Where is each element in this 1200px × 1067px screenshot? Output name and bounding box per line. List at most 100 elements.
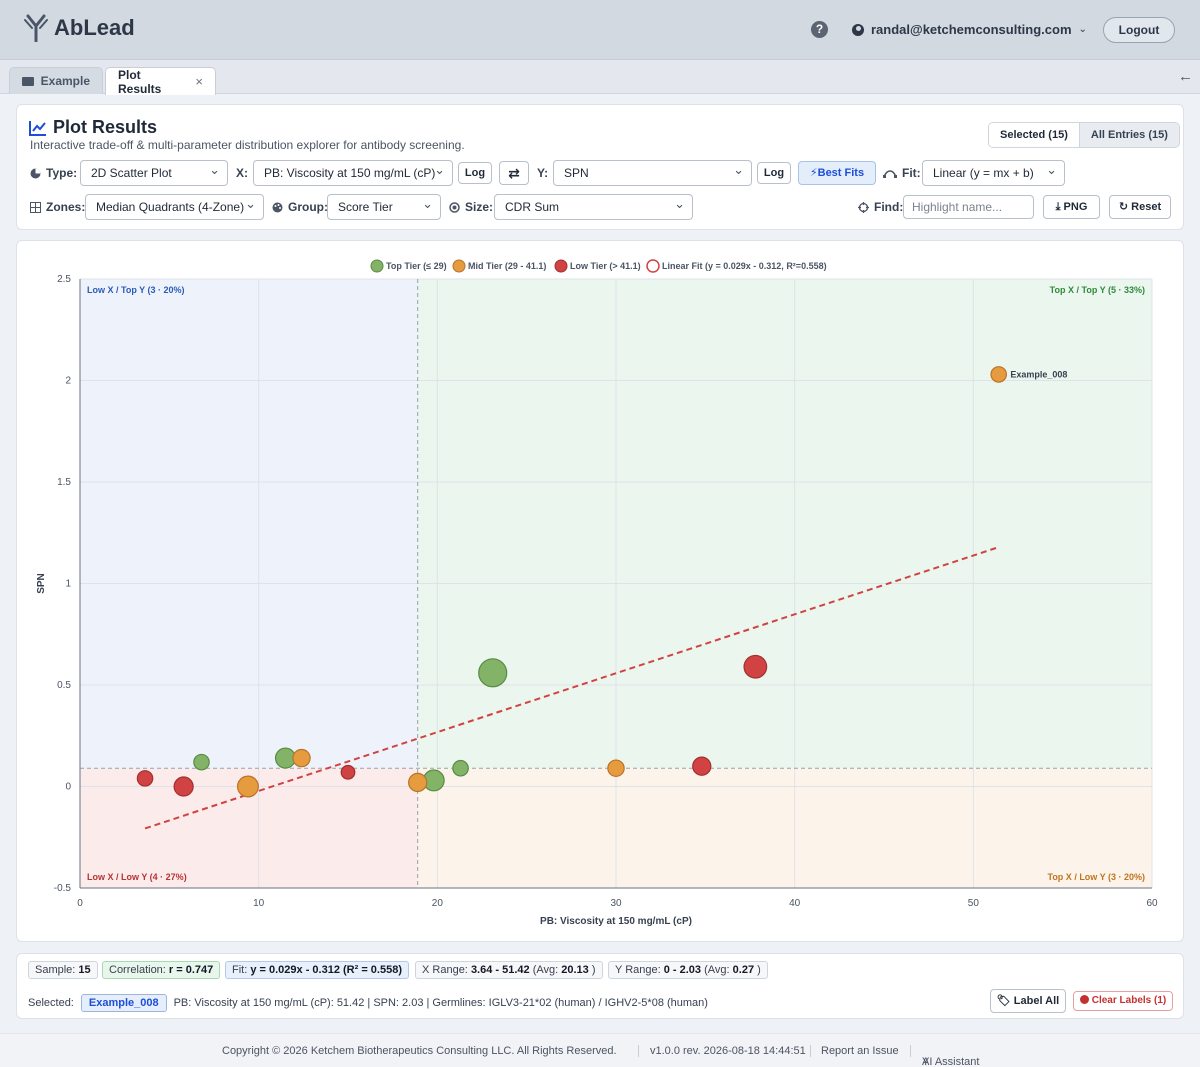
page-subtitle: Interactive trade-off & multi-parameter …: [30, 138, 465, 152]
data-point[interactable]: [692, 756, 712, 776]
tab-plot-results[interactable]: Plot Results ×: [105, 67, 216, 96]
label-all-button[interactable]: 🏷 Label All: [990, 989, 1066, 1013]
legend-swatch-low-tier: [554, 259, 568, 273]
x-tick-label: 20: [432, 898, 444, 909]
group-label: Group:: [272, 200, 328, 214]
data-point[interactable]: [408, 772, 428, 793]
y-axis-title: SPN: [36, 573, 47, 594]
download-icon: ⤓: [1055, 201, 1061, 213]
crosshair-icon: [858, 201, 869, 213]
user-menu[interactable]: randal@ketchemconsulting.com ⌄: [852, 22, 1087, 37]
user-email: randal@ketchemconsulting.com: [871, 22, 1072, 37]
plot-controls-panel: Plot Results Interactive trade-off & mul…: [16, 104, 1184, 230]
user-icon: [852, 23, 864, 36]
legend-top-tier[interactable]: Top Tier (≤ 29): [386, 261, 447, 271]
data-point[interactable]: [990, 366, 1008, 383]
x-log-button[interactable]: Log: [458, 162, 492, 184]
grid-icon: [30, 201, 41, 213]
size-label: Size:: [449, 200, 493, 214]
folder-open-icon: [22, 76, 34, 86]
data-point[interactable]: [136, 770, 154, 787]
selected-label: Selected:: [28, 997, 74, 1009]
all-entries-toggle-button[interactable]: All Entries (15): [1079, 123, 1179, 147]
x-range-chip: X Range: 3.64 - 51.42 (Avg: 20.13 ): [415, 961, 603, 979]
group-select[interactable]: Score Tier: [327, 192, 441, 220]
y-tick-label: 2.5: [57, 274, 71, 285]
selected-detail: PB: Viscosity at 150 mg/mL (cP): 51.42 |…: [173, 997, 708, 1009]
plot-card: Top Tier (≤ 29) Mid Tier (29 - 41.1) Low…: [16, 240, 1184, 942]
legend-swatch-top-tier: [370, 259, 384, 273]
dot-circle-icon: [449, 201, 460, 213]
legend: Top Tier (≤ 29) Mid Tier (29 - 41.1) Low…: [370, 259, 827, 273]
y-tick-label: -0.5: [54, 883, 72, 894]
swap-axes-button[interactable]: ⇄: [499, 161, 529, 185]
app-logo[interactable]: AbLead: [24, 14, 135, 42]
chevron-down-icon: ⌄: [1078, 24, 1087, 35]
data-point[interactable]: [452, 759, 469, 777]
selected-entry-chip[interactable]: Example_008: [80, 994, 167, 1012]
x-tick-label: 40: [789, 898, 801, 909]
legend-swatch-mid-tier: [452, 259, 466, 273]
tab-example[interactable]: Example: [9, 67, 103, 94]
quadrant-label-top-right: Top X / Top Y (5 · 33%): [1050, 285, 1145, 295]
rotate-icon: ↻: [1118, 201, 1129, 213]
tab-label: Example: [40, 74, 90, 88]
find-label: Find:: [858, 200, 903, 214]
clear-labels-button[interactable]: Clear Labels (1): [1073, 991, 1173, 1011]
x-axis-select[interactable]: PB: Viscosity at 150 mg/mL (cP): [253, 158, 453, 186]
data-point-label: Example_008: [1010, 369, 1067, 379]
data-point[interactable]: [173, 776, 194, 797]
legend-mid-tier[interactable]: Mid Tier (29 - 41.1): [468, 261, 546, 271]
y-tick-label: 0: [65, 782, 71, 793]
png-export-button[interactable]: ⤓ PNG: [1043, 195, 1100, 219]
legend-swatch-linear-fit: [646, 259, 660, 273]
report-issue-link[interactable]: Report an Issue: [821, 1045, 899, 1057]
tab-label: Plot Results: [118, 67, 162, 96]
y-tick-label: 0.5: [57, 680, 71, 691]
fit-label: Fit:: [883, 166, 921, 180]
page-title: Plot Results: [53, 117, 158, 137]
close-icon[interactable]: ×: [195, 74, 203, 89]
x-tick-label: 10: [253, 898, 265, 909]
y-log-button[interactable]: Log: [757, 162, 791, 184]
best-fits-button[interactable]: ⚡Best Fits: [798, 161, 876, 185]
antibody-logo-icon: [24, 14, 48, 42]
selected-toggle-button[interactable]: Selected (15): [989, 123, 1080, 147]
data-point[interactable]: [478, 658, 508, 688]
question-circle-icon[interactable]: ?: [811, 21, 828, 38]
arrow-left-icon[interactable]: ←: [1178, 68, 1193, 85]
data-point[interactable]: [340, 764, 356, 780]
data-point[interactable]: [743, 654, 768, 679]
y-axis-select[interactable]: SPN: [553, 158, 752, 186]
selection-row: Selected: Example_008 PB: Viscosity at 1…: [28, 994, 708, 1012]
line-chart-icon: [29, 120, 46, 136]
data-point[interactable]: [607, 759, 625, 777]
entries-toggle: Selected (15) All Entries (15): [988, 122, 1180, 148]
data-point[interactable]: [292, 748, 311, 768]
quadrant-top-right: [417, 279, 1152, 769]
data-point[interactable]: [236, 775, 259, 798]
type-label: Type:: [30, 166, 77, 180]
legend-linear-fit[interactable]: Linear Fit (y = 0.029x - 0.312, R²=0.558…: [662, 261, 827, 271]
scatter-plot[interactable]: Top Tier (≤ 29) Mid Tier (29 - 41.1) Low…: [17, 241, 1185, 943]
palette-icon: [272, 202, 283, 212]
x-label: X:: [236, 166, 248, 180]
reset-button[interactable]: ↻ Reset: [1109, 195, 1171, 219]
x-tick-label: 50: [968, 898, 980, 909]
stats-panel: Sample: 15 Correlation: r = 0.747 Fit: y…: [16, 953, 1184, 1019]
size-select[interactable]: CDR Sum: [494, 192, 693, 220]
fit-chip: Fit: y = 0.029x - 0.312 (R² = 0.558): [225, 961, 409, 979]
times-circle-icon: [1079, 995, 1089, 1004]
legend-low-tier[interactable]: Low Tier (> 41.1): [570, 261, 641, 271]
fit-select[interactable]: Linear (y = mx + b): [922, 158, 1065, 186]
correlation-chip: Correlation: r = 0.747: [102, 961, 221, 979]
logout-button[interactable]: Logout: [1103, 17, 1175, 43]
bolt-icon: ⚡: [809, 167, 818, 179]
zones-select[interactable]: Median Quadrants (4-Zone): [85, 192, 264, 220]
quadrant-label-bottom-left: Low X / Low Y (4 · 27%): [87, 872, 187, 882]
find-input[interactable]: [903, 195, 1034, 219]
zones-label: Zones:: [30, 200, 85, 214]
type-select[interactable]: 2D Scatter Plot: [80, 158, 228, 186]
data-point[interactable]: [193, 753, 210, 771]
x-tick-label: 60: [1146, 898, 1158, 909]
